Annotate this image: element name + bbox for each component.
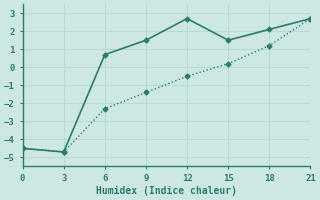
X-axis label: Humidex (Indice chaleur): Humidex (Indice chaleur) — [96, 186, 237, 196]
